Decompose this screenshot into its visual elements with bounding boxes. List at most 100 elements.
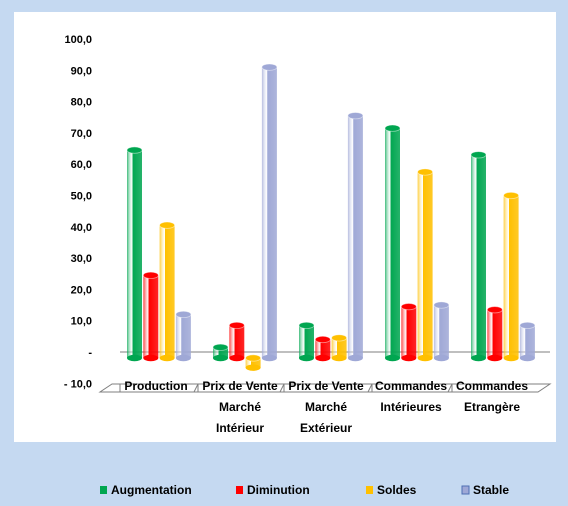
bar-augmentation-1 (212, 343, 229, 362)
bar-body (487, 309, 503, 358)
bar-body (143, 275, 159, 358)
bar-base (401, 354, 417, 362)
bar-cap (347, 112, 364, 120)
bar-body (503, 195, 519, 358)
bar-base (503, 354, 519, 362)
bar-base (175, 354, 191, 362)
bar-cap (417, 168, 434, 176)
bar-body (315, 339, 331, 358)
bar-cap (384, 124, 401, 132)
category-label: Intérieur (216, 421, 264, 435)
bar-cap (503, 191, 520, 200)
bar-base (315, 354, 331, 362)
bar-cap (314, 335, 331, 344)
bar-base (487, 354, 503, 362)
y-tick-label: 80,0 (71, 97, 92, 109)
bar-body (175, 314, 191, 358)
bar-body (229, 325, 245, 358)
category-label: Commandes (456, 379, 528, 393)
bar-body (299, 325, 314, 358)
bar-diminution-3 (400, 303, 417, 362)
legend-label-augmentation: Augmentation (111, 483, 192, 497)
y-tick-label: 20,0 (71, 284, 92, 296)
bar-base (471, 354, 486, 362)
y-tick-label: 40,0 (71, 222, 92, 234)
bar-cap (400, 303, 417, 311)
bar-cap (212, 343, 229, 351)
category-label: Production (124, 379, 187, 393)
category-label: Prix de Vente (288, 379, 364, 393)
category-divider (193, 383, 199, 393)
bar-diminution-4 (486, 306, 503, 362)
bar-base (143, 354, 159, 362)
category-label: Extérieur (300, 421, 352, 435)
legend-label-diminution: Diminution (247, 483, 310, 497)
legend-label-stable: Stable (473, 483, 509, 497)
bar-base (417, 354, 433, 362)
bar-cap (261, 63, 278, 71)
bar-diminution-2 (314, 335, 331, 362)
legend-label-soldes: Soldes (377, 483, 417, 497)
chart-floor (98, 383, 552, 393)
bar-diminution-0 (142, 271, 159, 362)
bar-augmentation-3 (384, 124, 401, 362)
bar-cap (470, 151, 487, 159)
category-label: Marché (219, 400, 261, 414)
y-tick-label: 60,0 (71, 159, 92, 171)
bar-stable-2 (347, 112, 364, 362)
bar-cap (175, 310, 192, 319)
bar-body (347, 115, 363, 358)
bar-base (159, 354, 175, 362)
category-divider (447, 383, 453, 393)
category-label: Etrangère (464, 400, 520, 414)
y-tick-label: - 10,0 (64, 378, 92, 390)
y-tick-label: 70,0 (71, 128, 92, 140)
legend-swatch-augmentation (100, 486, 107, 494)
bar-base (213, 354, 228, 362)
category-label: Marché (305, 400, 347, 414)
plot-area (14, 12, 556, 442)
bar-soldes-3 (417, 168, 434, 362)
bar-body (331, 337, 347, 358)
bar-diminution-1 (228, 321, 245, 362)
bar-body (127, 150, 142, 358)
y-tick-label: 100,0 (64, 34, 92, 46)
category-label: Prix de Vente (202, 379, 278, 393)
bar-cap (245, 354, 262, 362)
category-divider (279, 383, 285, 393)
bar-cap (126, 146, 143, 154)
bar-body (159, 225, 175, 358)
bar-soldes-4 (503, 191, 520, 362)
bar-body (385, 128, 400, 358)
category-divider (367, 383, 373, 393)
bar-base (433, 354, 449, 362)
bar-stable-0 (175, 310, 192, 362)
bar-body (519, 325, 535, 358)
bar-base (261, 354, 277, 362)
bar-cap (298, 321, 315, 329)
bar-soldes-0 (159, 221, 176, 362)
bar-cap (159, 221, 176, 229)
bar-base (245, 364, 261, 371)
bar-body (213, 347, 228, 358)
bar-soldes-2 (331, 334, 348, 362)
bar-body (401, 306, 417, 358)
bar-augmentation-0 (126, 146, 143, 362)
bar-base (385, 354, 400, 362)
bar-cap (519, 321, 536, 329)
y-tick-label: 10,0 (71, 316, 92, 328)
bar-body (261, 67, 277, 359)
bar-cap (142, 271, 159, 279)
bar-base (127, 354, 142, 362)
bar-base (519, 354, 535, 362)
category-label: Intérieures (380, 400, 442, 414)
bar-stable-4 (519, 321, 536, 362)
bar-body (417, 172, 433, 358)
bar-soldes-1 (245, 354, 262, 371)
bar-augmentation-2 (298, 321, 315, 362)
category-label: Commandes (375, 379, 447, 393)
bar-augmentation-4 (470, 151, 487, 362)
y-tick-label: 30,0 (71, 253, 92, 265)
